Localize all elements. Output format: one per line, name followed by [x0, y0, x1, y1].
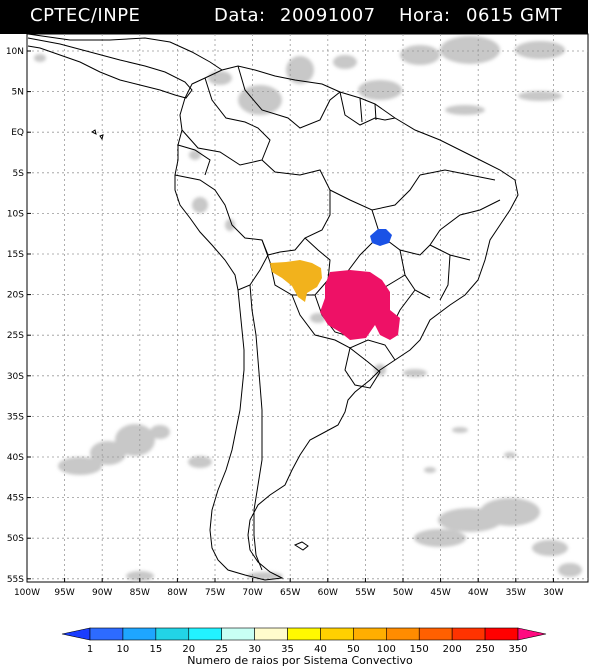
- colorbar-segment: [188, 627, 222, 641]
- colorbar-tick-label: 100: [377, 644, 396, 655]
- colorbar-tick-label: 200: [443, 644, 462, 655]
- lon-label: 85W: [130, 588, 150, 598]
- colorbar-segment: [287, 627, 321, 641]
- time-label: Hora:: [399, 5, 451, 26]
- lon-label: 80W: [167, 588, 187, 598]
- lat-label: 30S: [7, 372, 24, 382]
- border-guianas: [339, 91, 396, 126]
- convective-system-magenta: [320, 270, 400, 340]
- colorbar-tick-label: 25: [215, 644, 228, 655]
- lon-label: 90W: [92, 588, 112, 598]
- border-peru: [174, 174, 269, 291]
- convective-system-blue: [370, 229, 392, 246]
- colorbar-segment: [155, 627, 190, 641]
- colorbar-right-arrow: [517, 627, 547, 641]
- lon-label: 35W: [506, 588, 526, 598]
- colorbar-segment: [386, 627, 420, 641]
- lon-label: 45W: [430, 588, 450, 598]
- lat-label: 10N: [6, 47, 24, 57]
- convective-system-orange: [270, 260, 322, 302]
- lon-label: 30W: [543, 588, 563, 598]
- colorbar-segment: [320, 627, 354, 641]
- caribbean-coast: [27, 33, 223, 71]
- colorbar-segment: [254, 627, 288, 641]
- colorbar-left-arrow: [61, 627, 91, 641]
- border-venezuela: [237, 65, 341, 129]
- colorbar-tick-label: 40: [314, 644, 327, 655]
- colorbar-segment: [89, 627, 124, 641]
- latitude-labels: 10N 5N EQ 5S 10S 15S 20S 25S 30S 35S 40S 45S 50S 55S: [6, 47, 31, 585]
- colorbar-segment: [484, 627, 519, 641]
- central-america-coastline: [27, 37, 193, 99]
- longitude-labels: 100W 95W 90W 85W 80W 75W 70W 65W 60W 55W 50W 45W 40W…: [14, 578, 564, 598]
- colorbar-segment: [353, 627, 387, 641]
- border-argentina-north: [291, 294, 396, 361]
- border-ecuador: [177, 144, 211, 176]
- border-colombia: [181, 77, 271, 166]
- lat-label: 35S: [7, 412, 24, 422]
- lat-label: EQ: [11, 128, 24, 138]
- lat-label: 55S: [7, 575, 24, 585]
- lat-label: 25S: [7, 331, 24, 341]
- lat-label: 5S: [13, 169, 25, 179]
- colorbar-segment: [221, 627, 255, 641]
- cloud-imagery: [34, 36, 582, 581]
- colorbar-tick-label: 250: [476, 644, 495, 655]
- lat-label: 20S: [7, 291, 24, 301]
- lon-label: 40W: [468, 588, 488, 598]
- time-value: 0615 GMT: [466, 5, 563, 26]
- colorbar-tick-label: 30: [248, 644, 261, 655]
- galapagos: [91, 129, 104, 141]
- lon-label: 70W: [242, 588, 262, 598]
- lon-label: 55W: [355, 588, 375, 598]
- colorbar-tick-label: 1: [87, 644, 93, 655]
- convective-systems: [270, 229, 400, 340]
- lon-label: 95W: [54, 588, 74, 598]
- border-brazil-west: [261, 159, 331, 256]
- header-bar: CPTEC/INPE Data: 20091007 Hora: 0615 GMT: [0, 0, 588, 34]
- border-uruguay: [344, 347, 381, 389]
- colorbar-segment: [122, 627, 157, 641]
- colorbar-tick-label: 350: [508, 644, 527, 655]
- colorbar-tick-label: 150: [410, 644, 429, 655]
- lat-label: 45S: [7, 494, 24, 504]
- lat-label: 5N: [12, 88, 24, 98]
- colorbar-tick-label: 20: [182, 644, 195, 655]
- border-chile-argentina: [249, 284, 263, 571]
- lon-label: 75W: [205, 588, 225, 598]
- south-america-coastline: [174, 65, 519, 581]
- colorbar-tick-label: 50: [347, 644, 360, 655]
- lon-label: 50W: [393, 588, 413, 598]
- colorbar-segment: [451, 627, 486, 641]
- colorbar-tick-label: 15: [149, 644, 162, 655]
- colorbar-tick-label: 35: [281, 644, 294, 655]
- colorbar: [61, 627, 547, 641]
- date-value: 20091007: [280, 5, 376, 26]
- colorbar-segment: [418, 627, 453, 641]
- date-label: Data:: [214, 5, 266, 26]
- lon-label: 60W: [318, 588, 338, 598]
- colorbar-tick-label: 10: [117, 644, 130, 655]
- colorbar-labels: 1 10 15 20 25 30 35 40 50 100 150 200 250 350: [87, 644, 528, 655]
- lat-label: 10S: [7, 209, 24, 219]
- lat-label: 40S: [7, 453, 24, 463]
- falkland-islands: [293, 541, 309, 551]
- source-label: CPTEC/INPE: [30, 5, 141, 26]
- lon-label: 100W: [14, 588, 40, 598]
- colorbar-title: Numero de raios por Sistema Convectivo: [187, 654, 413, 667]
- lat-label: 15S: [7, 250, 24, 260]
- lon-label: 65W: [280, 588, 300, 598]
- lat-label: 50S: [7, 534, 24, 544]
